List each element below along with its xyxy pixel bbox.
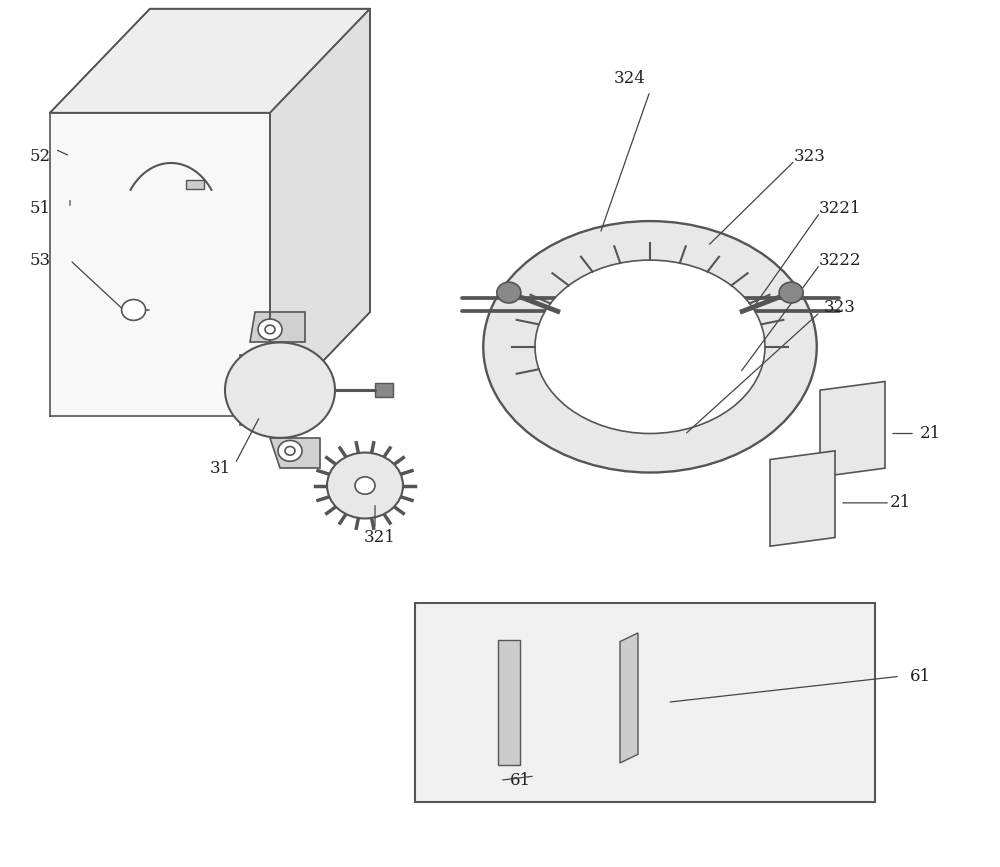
- Text: 323: 323: [824, 299, 856, 316]
- Polygon shape: [270, 438, 320, 468]
- FancyBboxPatch shape: [832, 409, 868, 458]
- FancyBboxPatch shape: [782, 479, 818, 527]
- Polygon shape: [250, 312, 305, 342]
- Circle shape: [122, 300, 146, 321]
- FancyBboxPatch shape: [415, 603, 875, 802]
- Polygon shape: [50, 113, 270, 416]
- Circle shape: [779, 282, 803, 303]
- Circle shape: [258, 319, 282, 340]
- FancyBboxPatch shape: [498, 640, 520, 765]
- Circle shape: [225, 342, 335, 438]
- Circle shape: [327, 453, 403, 518]
- Text: 324: 324: [614, 69, 646, 87]
- Text: 51: 51: [29, 199, 51, 217]
- Text: 3221: 3221: [819, 199, 861, 217]
- Polygon shape: [770, 451, 835, 546]
- Circle shape: [278, 440, 302, 461]
- Text: 323: 323: [794, 147, 826, 165]
- Text: 61: 61: [909, 668, 931, 685]
- Ellipse shape: [483, 221, 817, 473]
- Text: 3222: 3222: [819, 251, 861, 269]
- Ellipse shape: [535, 260, 765, 434]
- Circle shape: [265, 325, 275, 334]
- Polygon shape: [820, 381, 885, 477]
- Polygon shape: [270, 9, 370, 416]
- Polygon shape: [620, 633, 638, 763]
- Text: 31: 31: [209, 460, 231, 477]
- Text: 53: 53: [29, 251, 51, 269]
- Polygon shape: [240, 355, 300, 425]
- Circle shape: [497, 282, 521, 303]
- Text: 21: 21: [889, 494, 911, 512]
- Text: 21: 21: [919, 425, 941, 442]
- Circle shape: [355, 477, 375, 494]
- Text: 61: 61: [509, 772, 531, 789]
- Circle shape: [285, 447, 295, 455]
- Polygon shape: [50, 9, 370, 113]
- FancyBboxPatch shape: [186, 180, 204, 189]
- FancyBboxPatch shape: [375, 383, 393, 397]
- Text: 52: 52: [29, 147, 51, 165]
- Text: 321: 321: [364, 529, 396, 546]
